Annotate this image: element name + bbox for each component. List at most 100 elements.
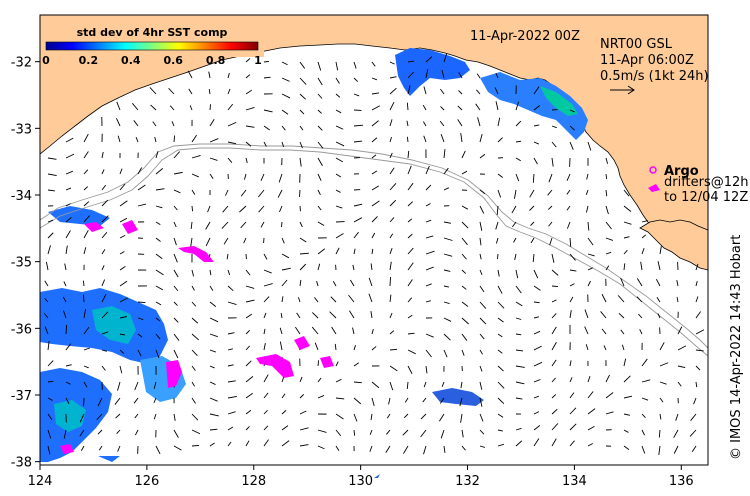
current-vector (117, 445, 121, 452)
current-vector (353, 124, 363, 127)
current-vector (173, 221, 177, 228)
current-vector (173, 253, 178, 263)
current-vector (407, 365, 413, 374)
current-vector (461, 221, 469, 229)
current-vector (479, 333, 485, 340)
current-vector (640, 261, 643, 271)
current-vector (438, 413, 445, 422)
current-vector (133, 120, 139, 127)
current-vector (443, 149, 446, 159)
isobath-shallow (39, 147, 709, 357)
current-vector (47, 232, 54, 239)
current-vector (569, 423, 577, 431)
current-vector (515, 157, 521, 162)
current-vector (425, 56, 433, 63)
current-vector (443, 167, 449, 175)
current-vector (65, 343, 72, 351)
current-vector (353, 345, 356, 351)
current-vector (226, 253, 229, 260)
current-vector (497, 253, 499, 260)
colorbar-title: std dev of 4hr SST comp (77, 26, 228, 39)
current-vector (584, 326, 589, 335)
current-vector (353, 140, 363, 143)
current-vector (495, 237, 499, 244)
current-vector (191, 269, 195, 277)
sst-patch-northeast-hot (540, 86, 578, 116)
current-vector (515, 365, 525, 368)
current-vector (389, 76, 397, 79)
current-vector (349, 310, 355, 319)
current-vector (551, 408, 558, 415)
current-vector (209, 173, 214, 180)
current-vector (209, 349, 216, 353)
lon-tick-label: 126 (134, 474, 159, 489)
current-vector (641, 234, 647, 239)
current-vector (263, 269, 272, 274)
current-vector (83, 169, 89, 175)
current-vector (263, 410, 268, 415)
current-vector (263, 76, 271, 79)
current-vector (533, 361, 543, 367)
current-vector (47, 397, 53, 401)
current-vector (407, 332, 415, 335)
current-vector (191, 301, 197, 307)
current-vector (134, 429, 139, 436)
current-vector (690, 413, 697, 421)
current-vector (101, 294, 107, 303)
current-vector (299, 157, 302, 167)
current-vector (461, 317, 469, 325)
current-vector (636, 296, 643, 303)
current-vector (479, 317, 487, 325)
current-vector (281, 141, 285, 148)
current-vector (281, 109, 289, 115)
current-vector (511, 205, 517, 214)
current-vector (407, 165, 412, 175)
current-vector (297, 297, 301, 303)
current-vector (566, 205, 571, 211)
current-vector (299, 237, 307, 243)
current-vector (209, 413, 219, 417)
current-vector (97, 429, 103, 435)
current-vector (281, 77, 290, 82)
drifter-track (166, 360, 182, 388)
current-vector (636, 278, 643, 287)
current-vector (97, 397, 103, 407)
current-vector (281, 93, 291, 99)
current-vector (515, 381, 525, 385)
current-vector (114, 397, 121, 405)
current-vector (370, 413, 373, 421)
current-vector (191, 381, 196, 387)
current-vector (443, 349, 448, 358)
current-vector (191, 134, 197, 143)
current-vector (443, 53, 448, 63)
current-vector (425, 219, 432, 223)
current-vector (101, 331, 109, 335)
current-vector (101, 151, 104, 159)
current-vector (605, 157, 609, 164)
current-vector (515, 333, 522, 336)
current-vector (623, 189, 630, 197)
sst-patch-w-small (48, 206, 110, 226)
current-vector (443, 221, 452, 224)
current-vector (299, 109, 305, 115)
current-vector (329, 311, 337, 319)
current-vector (407, 247, 414, 255)
current-vector (515, 101, 520, 111)
current-vector (389, 61, 395, 65)
current-vector (317, 189, 321, 196)
current-vector (79, 413, 85, 423)
current-vector (245, 106, 255, 111)
current-vector (587, 280, 591, 287)
current-vector (422, 397, 427, 403)
current-vector (440, 106, 445, 111)
current-vector (533, 438, 540, 447)
current-vector (332, 281, 337, 287)
current-vector (173, 285, 179, 292)
current-vector (316, 281, 319, 287)
current-vector (44, 280, 49, 287)
current-vector (618, 312, 625, 319)
current-vector (116, 118, 121, 127)
current-vector (512, 221, 517, 228)
current-vector (371, 170, 378, 175)
current-vector (497, 381, 505, 389)
